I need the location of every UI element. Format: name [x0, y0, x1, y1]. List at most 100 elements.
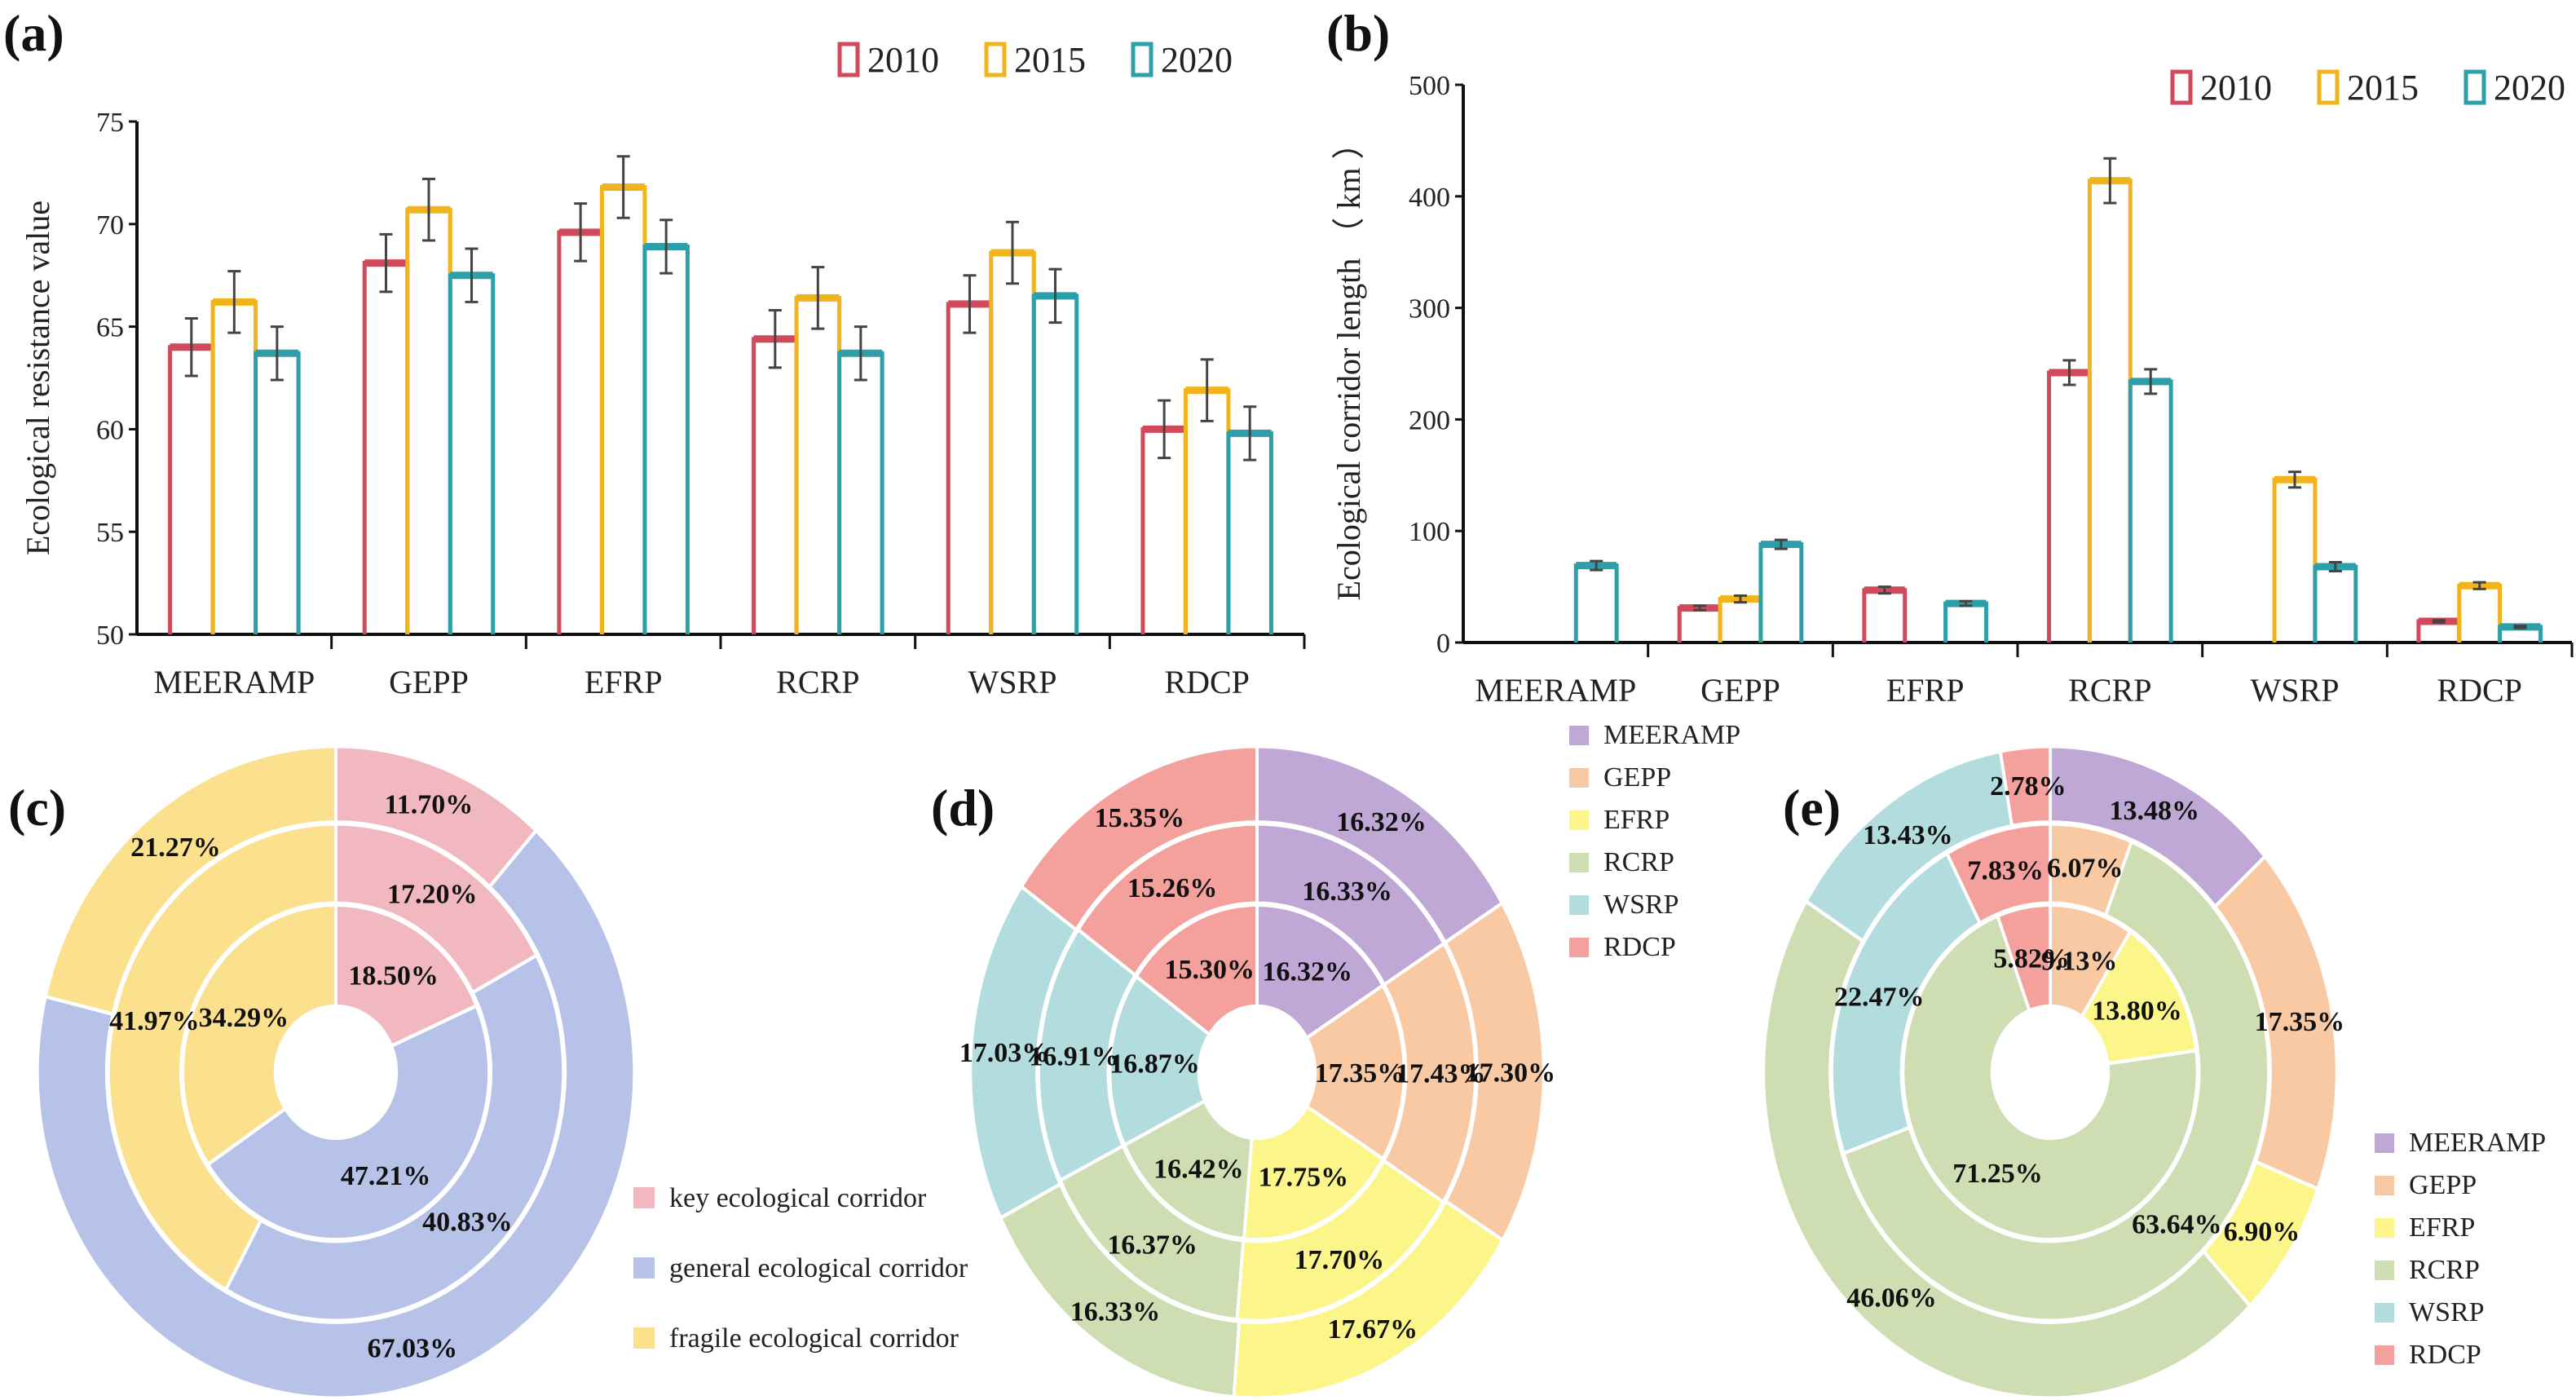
slice-label: 63.64%: [2132, 1209, 2222, 1239]
donut-slice: [1842, 839, 2270, 1323]
bar: [752, 337, 799, 634]
legend-label: GEPP: [1603, 762, 1671, 793]
legend-label: RDCP: [1603, 932, 1676, 962]
donut: [968, 744, 1546, 1400]
legend-label: GEPP: [2409, 1170, 2477, 1200]
legend-label: RCRP: [1603, 847, 1674, 877]
legend-label: EFRP: [1603, 805, 1670, 835]
bar: [254, 351, 301, 634]
legend-swatch: [984, 42, 1007, 77]
legend-label: MEERAMP: [1603, 720, 1740, 750]
legend-swatch: [633, 1187, 655, 1208]
legend-label: 2010: [867, 40, 939, 80]
legend-swatch: [837, 42, 860, 77]
y-tick-label: 500: [1409, 71, 1450, 101]
slice-label: 17.70%: [1295, 1245, 1385, 1275]
donut-slice: [1255, 903, 1386, 1040]
slice-label: 18.50%: [348, 961, 439, 991]
bar: [642, 244, 690, 634]
slice-label: 11.70%: [385, 789, 474, 819]
slice-label: 5.82%: [1993, 943, 2070, 974]
chart-a: (a) 50 55 60 65 70 75 Ecological resistance val…: [3, 4, 1306, 700]
donut-slice: [2080, 929, 2199, 1066]
donut-slice: [1830, 850, 1983, 1156]
slice-label: 15.35%: [1095, 803, 1185, 833]
donut-slice: [1762, 899, 2252, 1400]
legend-swatch: [2375, 1133, 2394, 1153]
bar: [2087, 179, 2133, 643]
legend-swatch: [1569, 895, 1589, 915]
legend-swatch: [1569, 853, 1589, 872]
donut-slice: [1122, 1098, 1254, 1241]
legend-swatch: [633, 1327, 655, 1349]
legend-swatch: [2464, 69, 2486, 105]
slice-label: 47.21%: [341, 1161, 431, 1191]
slice-label: 22.47%: [1834, 983, 1925, 1013]
slice-label: 34.29%: [199, 1003, 289, 1033]
slice-label: 2.78%: [1990, 771, 2067, 802]
donut-slice: [1108, 974, 1212, 1148]
bar: [1226, 431, 1273, 634]
donut: [1762, 744, 2339, 1400]
slice-label: 13.80%: [2092, 996, 2182, 1027]
slice-label: 15.26%: [1127, 873, 1218, 903]
legend-label: general ecological corridor: [669, 1253, 968, 1283]
bar: [1573, 563, 1619, 643]
y-tick-label: 300: [1409, 294, 1450, 325]
x-tick-label: MEERAMP: [1475, 672, 1636, 709]
bar: [837, 351, 884, 634]
slice-label: 13.48%: [2109, 796, 2199, 826]
x-tick-label: EFRP: [1886, 672, 1965, 709]
y-tick-label: 50: [96, 621, 124, 651]
slice-label: 17.20%: [387, 880, 478, 910]
bar: [2128, 379, 2173, 643]
bar: [448, 273, 496, 634]
chart-b: (b) 0 100 200 300 400 500 Ecological corridor l…: [1326, 4, 2574, 709]
x-tick-label: RDCP: [1164, 664, 1250, 700]
x-tick-label: GEPP: [1700, 672, 1780, 709]
legend-swatch: [2375, 1218, 2394, 1238]
donut-slice: [1019, 744, 1259, 933]
bar: [599, 185, 647, 634]
bar: [1031, 294, 1079, 634]
bar: [557, 230, 604, 634]
legend-label: key ecological corridor: [669, 1183, 927, 1213]
y-tick-label: 65: [96, 313, 124, 343]
y-tick-label: 60: [96, 415, 124, 445]
slice-label: 6.90%: [2224, 1217, 2300, 1247]
donut-slice: [1075, 822, 1259, 978]
y-axis-label: Ecological resistance value: [20, 201, 56, 555]
bar: [1140, 426, 1188, 634]
donut-slice: [205, 1003, 492, 1242]
y-tick-label: 70: [96, 210, 124, 241]
legend-label: WSRP: [1603, 890, 1679, 920]
bar: [989, 250, 1036, 634]
y-axis-label: Ecological corridor length （ km ）: [1330, 127, 1367, 601]
slice-label: 41.97%: [109, 1006, 200, 1036]
y-tick-label: 0: [1436, 629, 1450, 659]
donut-slice: [1304, 983, 1406, 1162]
bar: [2047, 370, 2092, 643]
donut-slice: [180, 903, 337, 1168]
chart-d: 16.32% 17.35% 17.75% 16.42% 16.87% 15.30% 16.3…: [931, 720, 1740, 1400]
slice-label: 21.27%: [130, 832, 221, 863]
slice-label: 17.30%: [1466, 1058, 1556, 1088]
x-tick-label: RCRP: [776, 664, 859, 700]
panel-label: (e): [1783, 779, 1841, 837]
y-tick-label: 75: [96, 108, 124, 138]
legend-label: MEERAMP: [2409, 1128, 2546, 1158]
legend-swatch: [1569, 768, 1589, 788]
slice-label: 16.32%: [1263, 956, 1353, 987]
slice-label: 17.43%: [1396, 1059, 1486, 1089]
slice-label: 16.32%: [1336, 807, 1427, 837]
slice-label: 17.03%: [959, 1038, 1050, 1068]
legend-swatch: [1569, 938, 1589, 957]
panel-label: (b): [1326, 4, 1390, 62]
panel-label: (c): [8, 779, 66, 837]
bar: [1718, 597, 1763, 643]
legend-label: 2020: [2494, 68, 2565, 108]
legend-swatch: [2317, 69, 2340, 105]
slice-label: 16.87%: [1109, 1049, 1200, 1080]
x-tick-label: RCRP: [2068, 672, 2151, 709]
bar: [362, 261, 410, 634]
